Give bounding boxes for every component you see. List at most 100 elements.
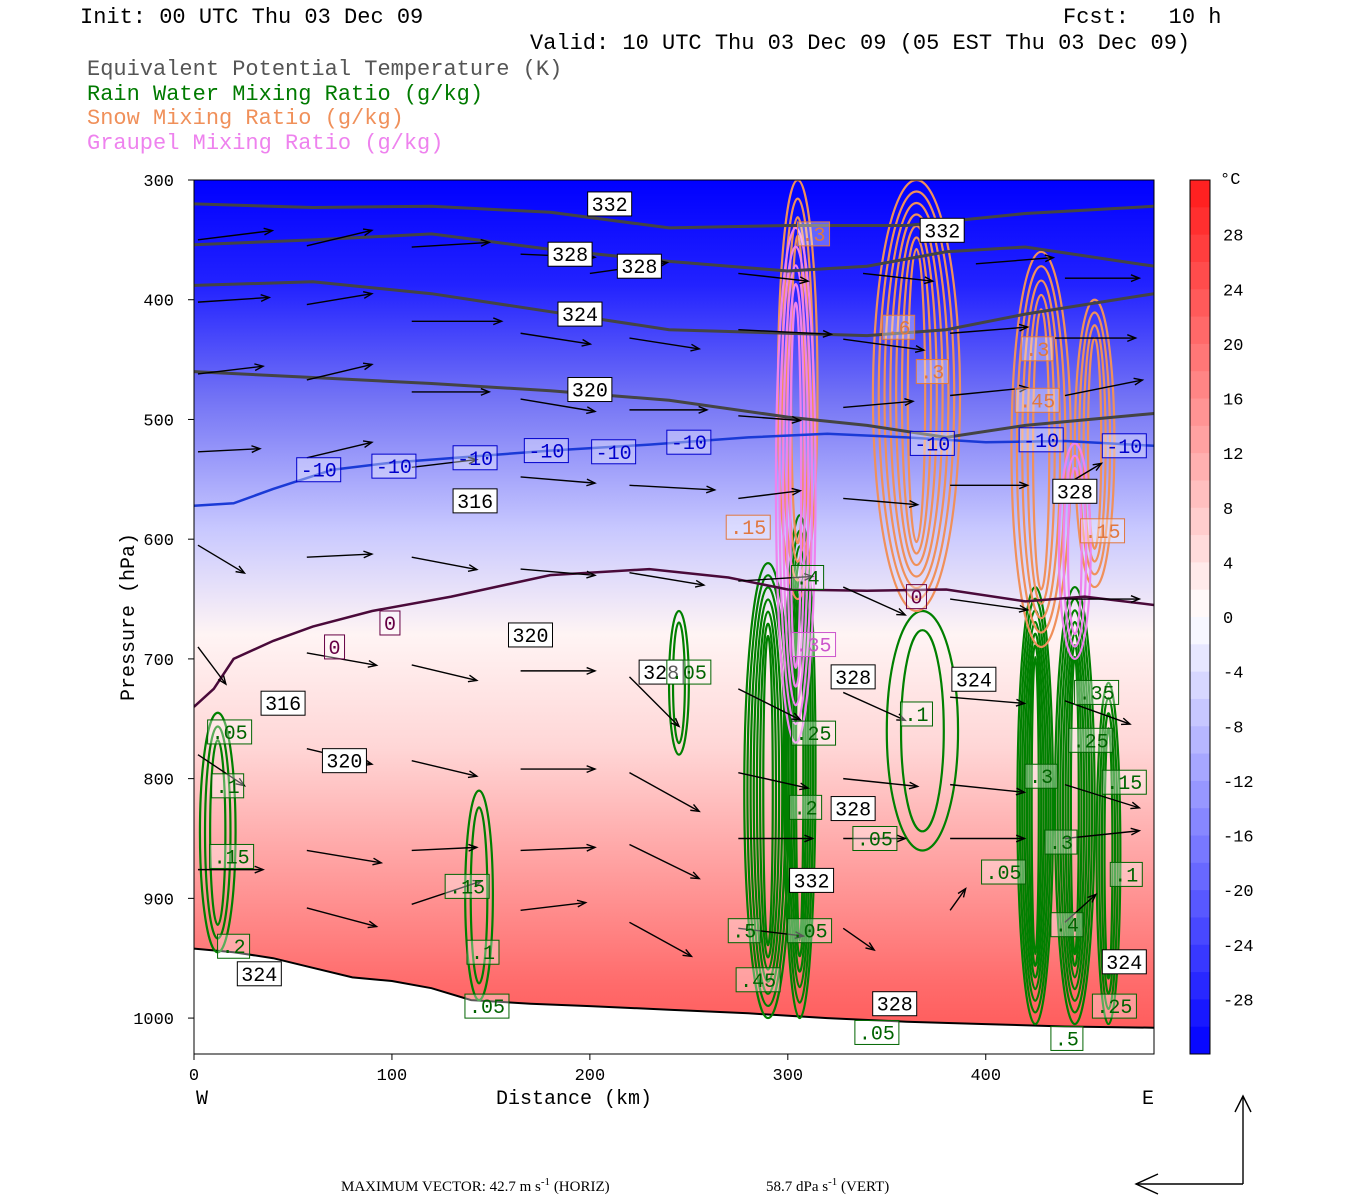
svg-text:332: 332 bbox=[924, 221, 960, 244]
wind-vector bbox=[629, 772, 701, 813]
contour-label: .05 bbox=[981, 859, 1027, 886]
wind-vector bbox=[1064, 377, 1145, 397]
svg-text:.35: .35 bbox=[1079, 683, 1115, 706]
y-tick-label: 900 bbox=[143, 891, 174, 910]
svg-text:.1: .1 bbox=[216, 777, 240, 800]
west-label: W bbox=[196, 1088, 208, 1111]
contour-label: .15 bbox=[1080, 518, 1126, 545]
graupel-contour bbox=[1062, 454, 1088, 648]
svg-text:.25: .25 bbox=[1073, 731, 1109, 754]
wind-vector bbox=[411, 664, 479, 683]
wind-vector bbox=[738, 927, 806, 940]
contour-label: .15 bbox=[444, 873, 490, 900]
colorbar-swatch bbox=[1190, 999, 1210, 1028]
rain-contour bbox=[1095, 681, 1122, 1026]
colorbar-swatch bbox=[1190, 535, 1210, 563]
wind-vector bbox=[520, 476, 597, 487]
snow-contour bbox=[1021, 279, 1062, 620]
colorbar-unit: °C bbox=[1220, 171, 1240, 190]
contour-label: 332 bbox=[919, 217, 965, 244]
graupel-contour bbox=[1057, 442, 1092, 661]
colorbar-swatch bbox=[1190, 180, 1210, 208]
contour-label: .35 bbox=[1074, 679, 1120, 706]
y-tick-label: 1000 bbox=[133, 1011, 174, 1030]
theta-e-contour bbox=[194, 202, 1154, 230]
y-tick-label: 400 bbox=[143, 293, 174, 312]
legend-entry: Equivalent Potential Temperature (K) bbox=[87, 57, 563, 82]
contour-label: 332 bbox=[587, 191, 633, 218]
x-tick-label: 300 bbox=[773, 1067, 804, 1086]
colorbar-swatch bbox=[1190, 617, 1210, 645]
wind-vector bbox=[411, 456, 479, 469]
svg-text:328: 328 bbox=[643, 663, 679, 686]
contour-label: 328 bbox=[830, 796, 876, 823]
wind-vector bbox=[629, 843, 701, 880]
rain-contour bbox=[1061, 620, 1088, 991]
rain-contour bbox=[782, 514, 817, 1020]
contour-label: .05 bbox=[852, 825, 898, 852]
wind-vector bbox=[842, 691, 907, 722]
colorbar-tick-label: 20 bbox=[1223, 337, 1243, 356]
colorbar-tick-label: 16 bbox=[1223, 392, 1243, 411]
svg-text:.35: .35 bbox=[796, 636, 832, 659]
rain-contour bbox=[1053, 585, 1096, 1026]
svg-text:328: 328 bbox=[835, 668, 871, 691]
colorbar-swatch bbox=[1190, 207, 1210, 236]
contour-label: .3 bbox=[1024, 763, 1058, 790]
wind-vector bbox=[975, 254, 1056, 265]
isotherm-minus10-line bbox=[194, 432, 1154, 507]
graupel-contour bbox=[782, 264, 810, 707]
snow-contour bbox=[871, 180, 962, 613]
colorbar-swatch bbox=[1190, 862, 1210, 891]
svg-text:316: 316 bbox=[457, 492, 493, 515]
wind-vector bbox=[629, 337, 702, 352]
wind-vector bbox=[197, 646, 227, 686]
rain-contour bbox=[1028, 644, 1043, 967]
svg-text:320: 320 bbox=[572, 381, 608, 404]
wind-vector bbox=[520, 666, 597, 675]
plot-frame bbox=[193, 179, 1155, 1055]
svg-text:.15: .15 bbox=[214, 847, 250, 870]
legend-entry: Rain Water Mixing Ratio (g/kg) bbox=[87, 81, 484, 107]
svg-text:324: 324 bbox=[956, 670, 992, 693]
wind-vector bbox=[520, 843, 597, 852]
colorbar-swatch bbox=[1190, 808, 1210, 836]
colorbar-swatch bbox=[1190, 972, 1210, 1000]
svg-text:.1: .1 bbox=[1114, 865, 1138, 888]
contour-label: 328 bbox=[616, 253, 662, 280]
svg-text:.4: .4 bbox=[1055, 916, 1079, 939]
svg-text:0: 0 bbox=[384, 614, 396, 637]
wind-vector bbox=[950, 783, 1027, 796]
graupel-contour bbox=[778, 245, 814, 726]
colorbar-swatch bbox=[1190, 890, 1210, 918]
svg-text:328: 328 bbox=[1057, 482, 1093, 505]
rain-contour bbox=[755, 610, 781, 971]
svg-text:-10: -10 bbox=[914, 434, 950, 457]
colorbar-tick-label: 24 bbox=[1223, 282, 1243, 301]
rain-contour bbox=[885, 609, 960, 852]
svg-text:0: 0 bbox=[329, 638, 341, 661]
wind-vector bbox=[629, 484, 717, 494]
rain-contour bbox=[469, 806, 489, 985]
contour-label: .45 bbox=[1014, 387, 1060, 414]
wind-vector bbox=[738, 272, 810, 285]
rain-contour bbox=[1023, 620, 1048, 991]
wind-vector bbox=[1064, 595, 1142, 604]
surface-line bbox=[194, 947, 1154, 1029]
wind-vector bbox=[629, 405, 709, 414]
colorbar-swatch bbox=[1190, 234, 1210, 263]
svg-text:.15: .15 bbox=[1106, 773, 1142, 796]
colorbar-swatch bbox=[1190, 480, 1210, 509]
colorbar-swatch bbox=[1190, 289, 1210, 318]
wind-vector bbox=[950, 696, 1027, 707]
wind-vector bbox=[842, 927, 876, 952]
colorbar-tick-label: 12 bbox=[1223, 446, 1243, 465]
wind-vector bbox=[950, 323, 1030, 334]
colorbar-swatch bbox=[1190, 944, 1210, 973]
y-tick-label: 500 bbox=[143, 412, 174, 431]
svg-text:.15: .15 bbox=[1085, 522, 1121, 545]
wind-vector bbox=[950, 598, 1030, 613]
svg-text:328: 328 bbox=[621, 257, 657, 280]
contour-label: .05 bbox=[666, 659, 712, 686]
contour-label: .2 bbox=[789, 794, 823, 821]
